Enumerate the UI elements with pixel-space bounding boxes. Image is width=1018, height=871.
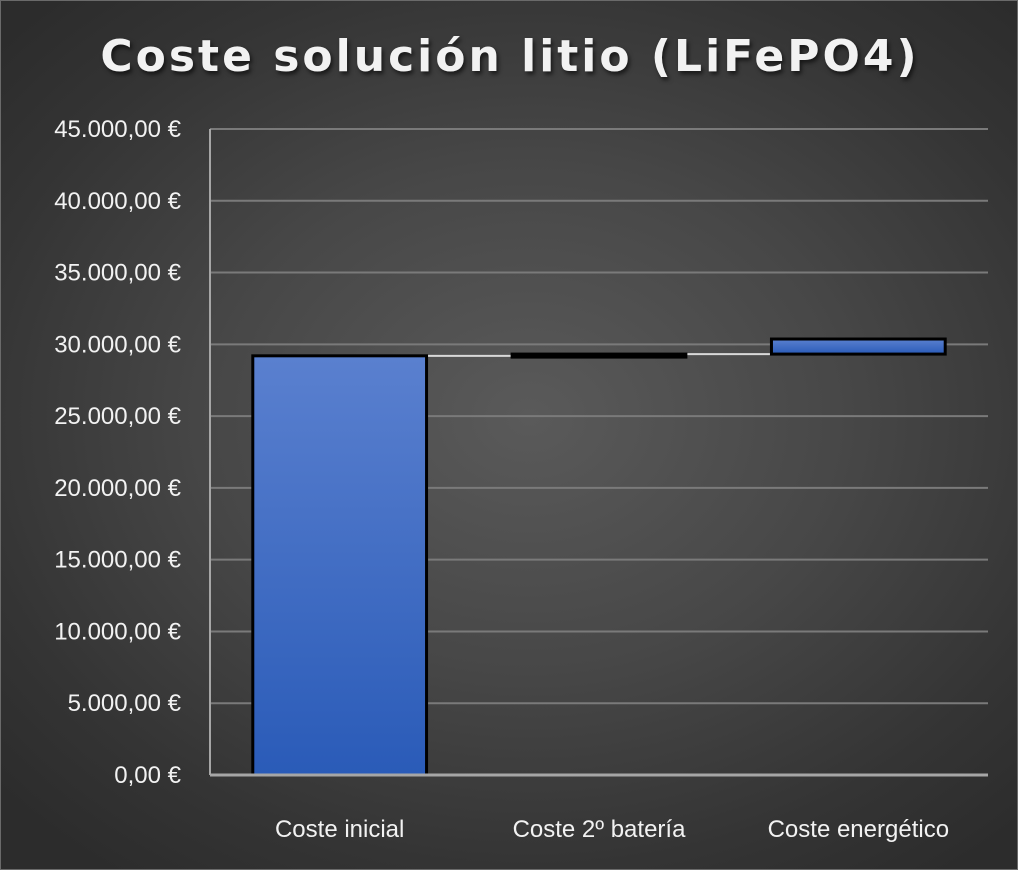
y-tick-label: 20.000,00 € bbox=[54, 475, 181, 502]
connectors bbox=[426, 353, 772, 357]
y-tick-label: 0,00 € bbox=[114, 762, 181, 789]
y-tick-label: 25.000,00 € bbox=[54, 403, 181, 430]
y-tick-label: 5.000,00 € bbox=[68, 690, 182, 717]
y-tick-label: 30.000,00 € bbox=[54, 331, 181, 358]
y-axis-ticks: 0,00 € 5.000,00 € 10.000,00 € 15.000,00 € 20… bbox=[54, 116, 181, 789]
chart-title: Coste solución litio (LiFePO4) bbox=[100, 31, 920, 82]
y-tick-label: 10.000,00 € bbox=[54, 618, 181, 645]
x-tick-label: Coste 2º batería bbox=[513, 816, 687, 843]
x-tick-label: Coste inicial bbox=[275, 816, 404, 843]
x-axis-labels: Coste inicial Coste 2º batería Coste energ… bbox=[275, 816, 949, 843]
y-tick-label: 40.000,00 € bbox=[54, 188, 181, 215]
axes bbox=[209, 129, 988, 777]
bars bbox=[251, 337, 947, 777]
bar-1 bbox=[251, 354, 429, 777]
y-tick-label: 35.000,00 € bbox=[54, 260, 181, 287]
y-tick-label: 15.000,00 € bbox=[54, 547, 181, 574]
y-tick-label: 45.000,00 € bbox=[54, 116, 181, 143]
bar-2 bbox=[510, 352, 688, 359]
x-tick-label: Coste energético bbox=[768, 816, 949, 843]
bar-3 bbox=[769, 337, 947, 356]
